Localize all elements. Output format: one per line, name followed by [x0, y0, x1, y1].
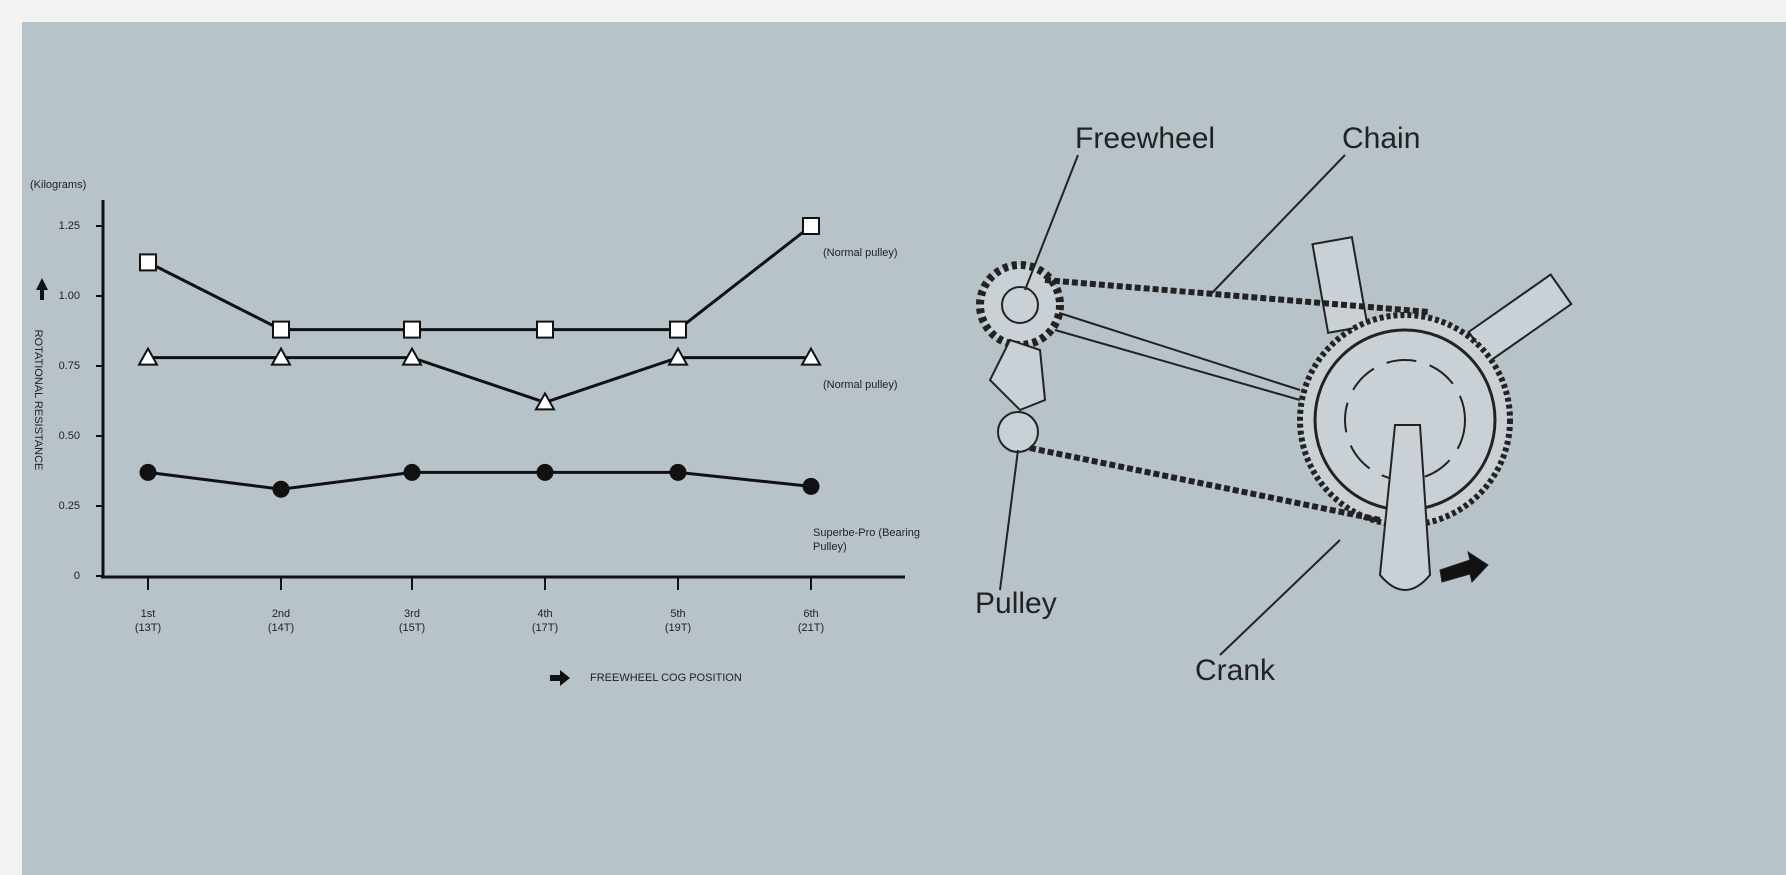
x-tick-label: 5th	[670, 608, 685, 620]
diagram-label: Pulley	[975, 587, 1057, 620]
panel	[22, 22, 1786, 875]
x-tick-label: 6th	[803, 608, 818, 620]
marker	[404, 322, 420, 338]
y-tick-label: 0.50	[59, 430, 80, 442]
series-label: Superbe-Pro (Bearing Pulley)	[813, 526, 923, 554]
y-tick-label: 1.25	[59, 220, 80, 232]
y-unit: (Kilograms)	[30, 179, 86, 191]
x-tick-label: 2nd	[272, 608, 290, 620]
series-label: (Normal pulley)	[823, 378, 933, 392]
marker	[273, 322, 289, 338]
marker	[803, 218, 819, 234]
marker	[803, 478, 819, 494]
marker	[140, 464, 156, 480]
diagram-label: Crank	[1195, 654, 1276, 687]
y-tick-label: 0	[74, 570, 80, 582]
figure: (Kilograms) ROTATIONAL RESISTANCE FREEWH…	[0, 0, 1786, 875]
x-tick-sublabel: (15T)	[399, 622, 425, 634]
x-tick-sublabel: (13T)	[135, 622, 161, 634]
marker	[140, 254, 156, 270]
y-tick-label: 0.75	[59, 360, 80, 372]
x-tick-sublabel: (21T)	[798, 622, 824, 634]
marker	[537, 322, 553, 338]
y-axis-label: ROTATIONAL RESISTANCE	[32, 330, 44, 471]
y-tick-label: 0.25	[59, 500, 80, 512]
marker	[404, 464, 420, 480]
x-tick-sublabel: (17T)	[532, 622, 558, 634]
page: (Kilograms) ROTATIONAL RESISTANCE FREEWH…	[0, 0, 1786, 875]
marker	[273, 481, 289, 497]
x-axis-label: FREEWHEEL COG POSITION	[590, 672, 742, 684]
marker	[537, 464, 553, 480]
x-tick-label: 1st	[141, 608, 156, 620]
x-tick-label: 3rd	[404, 608, 420, 620]
diagram-label: Freewheel	[1075, 122, 1215, 155]
x-tick-label: 4th	[537, 608, 552, 620]
marker	[670, 464, 686, 480]
marker	[670, 322, 686, 338]
diagram-label: Chain	[1342, 122, 1420, 155]
x-tick-sublabel: (19T)	[665, 622, 691, 634]
series-label: (Normal pulley)	[823, 246, 933, 260]
y-tick-label: 1.00	[59, 290, 80, 302]
x-tick-sublabel: (14T)	[268, 622, 294, 634]
